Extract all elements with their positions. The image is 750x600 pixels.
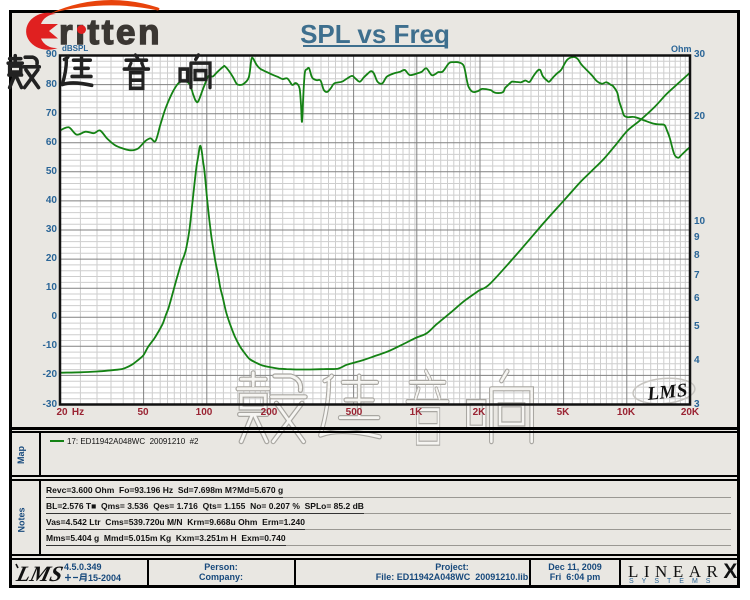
svg-text:LMS: LMS (645, 380, 689, 405)
svg-text:LMS: LMS (13, 561, 64, 586)
